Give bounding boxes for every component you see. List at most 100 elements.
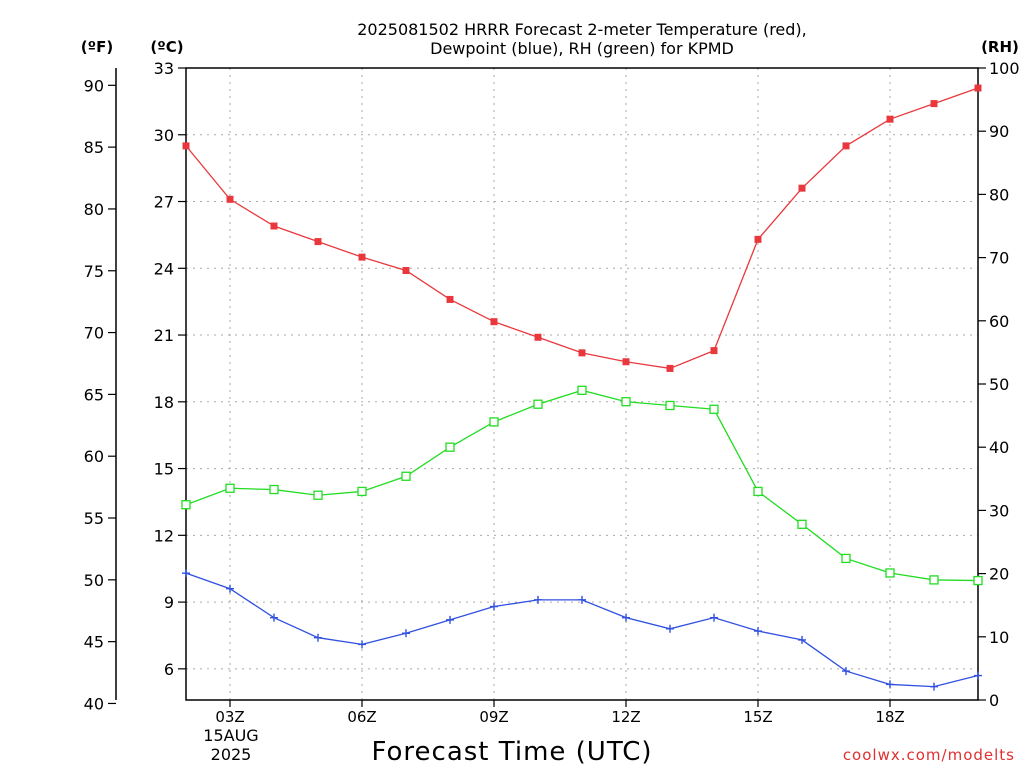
series-dewpoint (182, 569, 982, 691)
data-point (842, 667, 850, 676)
data-point (358, 253, 366, 261)
data-point (753, 486, 763, 497)
data-point (313, 490, 323, 500)
fahrenheit-axis-label: (ºF) (81, 38, 113, 56)
rh-tick-label: 80 (989, 185, 1009, 204)
data-point (402, 629, 410, 638)
data-point (710, 347, 718, 355)
x-tick-label: 06Z (347, 708, 376, 726)
data-point (534, 595, 542, 604)
data-point (666, 624, 674, 633)
celsius-tick-label: 24 (154, 259, 174, 278)
data-point (930, 100, 938, 108)
data-point (402, 267, 410, 275)
data-point (182, 142, 190, 150)
celsius-axis-label: (ºC) (150, 38, 183, 56)
data-point (270, 222, 278, 230)
x-tick-label: 18Z (875, 708, 904, 726)
data-point (534, 333, 542, 341)
data-point (841, 553, 851, 564)
fahrenheit-tick-label: 70 (84, 324, 104, 343)
celsius-tick-label: 9 (164, 593, 174, 612)
data-point (622, 358, 630, 366)
data-point (226, 584, 234, 593)
rh-tick-label: 100 (989, 59, 1020, 78)
data-point (665, 400, 675, 411)
data-point (314, 633, 322, 642)
x-tick-label: 09Z (479, 708, 508, 726)
fahrenheit-tick-label: 60 (84, 447, 104, 466)
fahrenheit-tick-label: 50 (84, 571, 104, 590)
data-point (754, 627, 762, 636)
rh-tick-label: 0 (989, 691, 999, 710)
chart-title: 2025081502 HRRR Forecast 2-meter Tempera… (357, 20, 807, 39)
celsius-tick-label: 15 (154, 460, 174, 479)
data-point (798, 635, 806, 644)
data-point (973, 575, 983, 586)
data-point (578, 595, 586, 604)
data-point (930, 682, 938, 691)
data-point (490, 318, 498, 326)
chart-subtitle: Dewpoint (blue), RH (green) for KPMD (430, 39, 734, 58)
axes: 03Z 06Z 09Z 12Z 15Z 18Z 33 30 27 24 21 18 15 12 9 6 90 85… (84, 59, 1020, 726)
data-point (885, 568, 895, 578)
data-point (357, 486, 367, 497)
x-axis-title: Forecast Time (UTC) (371, 737, 652, 767)
data-point (709, 404, 719, 414)
data-point (446, 615, 454, 624)
grid-lines (186, 67, 978, 700)
celsius-tick-label: 21 (154, 326, 174, 345)
data-point (577, 385, 587, 395)
data-point (269, 484, 279, 495)
data-point (710, 613, 718, 622)
x-tick-label: 15Z (743, 708, 772, 726)
rh-tick-label: 60 (989, 312, 1009, 331)
fahrenheit-tick-label: 45 (84, 633, 104, 652)
data-point (445, 442, 455, 452)
data-point (401, 471, 411, 481)
data-point (225, 483, 235, 493)
fahrenheit-tick-label: 65 (84, 385, 104, 404)
data-point (974, 671, 982, 680)
data-point (929, 575, 939, 585)
date-label-day: 15AUG (203, 726, 258, 745)
data-point (974, 84, 982, 92)
data-point (798, 184, 806, 192)
data-point (797, 519, 807, 529)
rh-tick-label: 90 (989, 122, 1009, 141)
rh-tick-label: 10 (989, 628, 1009, 647)
fahrenheit-tick-label: 80 (84, 200, 104, 219)
data-point (621, 397, 631, 407)
data-point (182, 569, 190, 578)
date-label-year: 2025 (211, 745, 252, 764)
fahrenheit-tick-label: 75 (84, 262, 104, 281)
series-line (185, 87, 979, 370)
rh-tick-label: 50 (989, 375, 1009, 394)
fahrenheit-tick-label: 55 (84, 509, 104, 528)
data-point (270, 613, 278, 622)
series-line (185, 572, 979, 688)
data-point (886, 115, 894, 123)
data-point (886, 680, 894, 689)
rh-tick-label: 40 (989, 438, 1009, 457)
credit-label[interactable]: coolwx.com/modelts (843, 746, 1015, 764)
data-point (489, 417, 499, 427)
series-rh (181, 385, 983, 586)
celsius-tick-label: 12 (154, 526, 174, 545)
data-point (666, 364, 674, 372)
data-point (490, 602, 498, 611)
rh-tick-label: 70 (989, 249, 1009, 268)
data-point (358, 640, 366, 649)
plot-frame (185, 67, 979, 701)
data-series (181, 84, 983, 691)
data-point (314, 238, 322, 246)
celsius-tick-label: 18 (154, 393, 174, 412)
celsius-tick-label: 6 (164, 660, 174, 679)
rh-tick-label: 30 (989, 501, 1009, 520)
celsius-tick-label: 27 (154, 193, 174, 212)
x-tick-label: 03Z (215, 708, 244, 726)
data-point (533, 399, 543, 409)
data-point (842, 142, 850, 150)
data-point (622, 613, 630, 622)
